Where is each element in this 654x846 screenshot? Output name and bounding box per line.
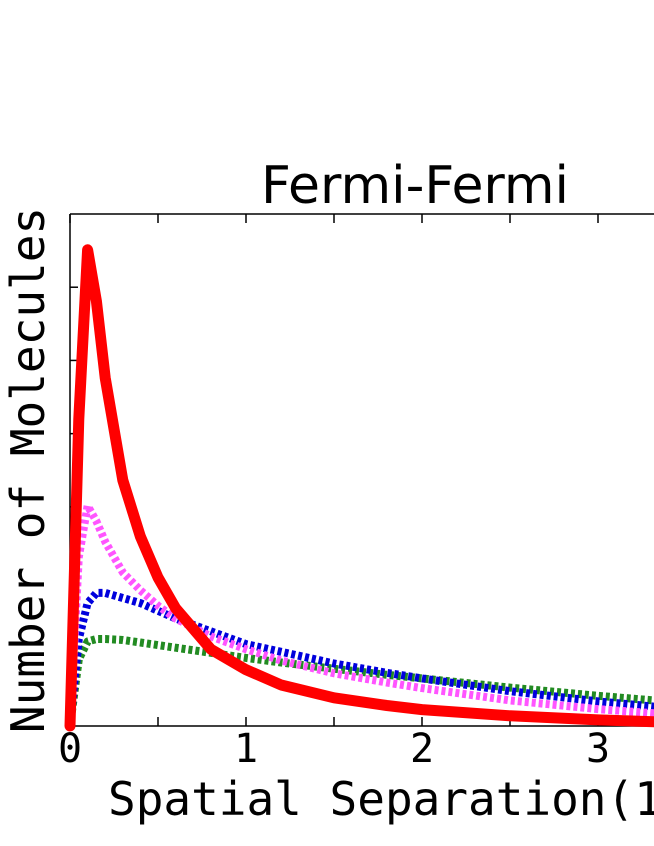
x-tick-label-3: 3 <box>586 726 610 772</box>
x-tick-label-2: 2 <box>410 726 434 772</box>
x-axis-tick-labels: 0 1 2 3 <box>58 726 610 772</box>
series-line-0 <box>64 244 654 732</box>
x-axis-label: Spatial Separation(10 <box>108 772 654 826</box>
series-line-3 <box>66 635 654 727</box>
chart-title: Fermi-Fermi <box>261 156 569 216</box>
x-tick-label-1: 1 <box>234 726 258 772</box>
series-group <box>64 244 654 732</box>
x-tick-label-0: 0 <box>58 726 82 772</box>
y-axis-label: Number of Molecules <box>1 207 55 733</box>
